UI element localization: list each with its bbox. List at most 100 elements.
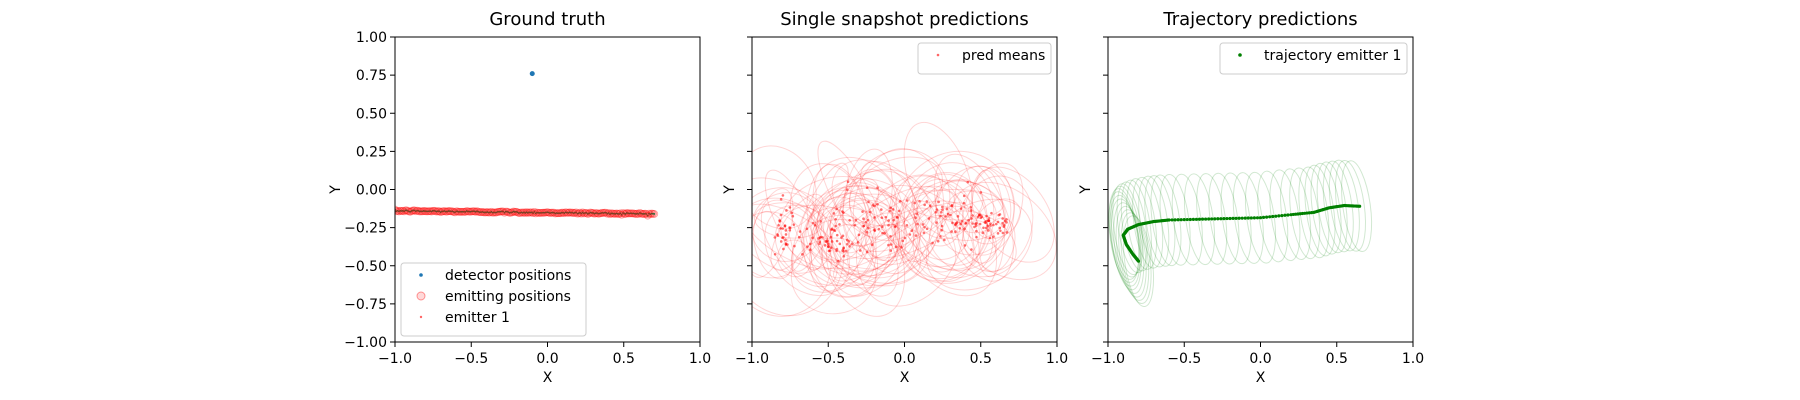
y-axis-label: Y bbox=[328, 185, 344, 195]
pred-mean-point bbox=[923, 203, 926, 207]
plot-area bbox=[752, 121, 1057, 317]
pred-mean-point bbox=[982, 226, 985, 230]
pred-mean-point bbox=[970, 248, 973, 251]
pred-mean-point bbox=[959, 222, 963, 226]
trajectory-point bbox=[1237, 216, 1241, 220]
pred-mean-point bbox=[779, 213, 783, 217]
legend: detector positions emitting positions emit… bbox=[400, 262, 587, 337]
pred-mean-point bbox=[829, 246, 833, 250]
pred-mean-point bbox=[848, 218, 851, 222]
pred-mean-point bbox=[846, 180, 850, 184]
pred-mean-point bbox=[937, 200, 940, 204]
pred-ellipse bbox=[770, 193, 825, 271]
pred-ellipse bbox=[961, 162, 1024, 256]
trajectory-point bbox=[1277, 214, 1281, 218]
pred-mean-point bbox=[914, 234, 918, 237]
emitter-point bbox=[607, 212, 610, 214]
emitter-point bbox=[584, 211, 587, 214]
x-axis-label: X bbox=[1256, 370, 1266, 386]
pred-mean-point bbox=[842, 254, 846, 258]
emitter-point bbox=[553, 211, 555, 214]
pred-mean-point bbox=[805, 227, 809, 231]
pred-mean-point bbox=[817, 237, 820, 240]
pred-mean-point bbox=[954, 223, 957, 227]
pred-ellipse bbox=[821, 197, 876, 279]
pred-mean-point bbox=[954, 230, 957, 233]
emitter-point bbox=[517, 212, 520, 214]
pred-mean-point bbox=[865, 250, 869, 254]
trajectory-point bbox=[1286, 213, 1290, 217]
pred-mean-point bbox=[829, 235, 833, 239]
pred-mean-point bbox=[922, 231, 926, 235]
x-tick-label: −1.0 bbox=[735, 351, 769, 367]
pred-mean-point bbox=[785, 209, 788, 212]
pred-ellipse bbox=[951, 181, 1057, 281]
pred-ellipse bbox=[903, 121, 973, 234]
pred-mean-point bbox=[841, 234, 845, 238]
emitter-point bbox=[550, 211, 553, 214]
pred-mean-point bbox=[941, 205, 944, 209]
pred-mean-point bbox=[784, 238, 787, 242]
emitter-point bbox=[542, 211, 545, 214]
detector-point bbox=[529, 71, 535, 77]
pred-ellipse bbox=[916, 179, 1006, 241]
x-tick-label: 0.5 bbox=[1326, 351, 1348, 367]
pred-ellipse bbox=[848, 156, 944, 227]
legend-label: pred means bbox=[962, 48, 1045, 64]
pred-ellipse bbox=[752, 211, 805, 279]
pred-mean-point bbox=[797, 235, 801, 239]
trajectory-point bbox=[1213, 217, 1217, 221]
trajectory-point bbox=[1268, 215, 1272, 219]
pred-mean-point bbox=[940, 210, 943, 214]
pred-mean-point bbox=[975, 229, 978, 233]
pred-mean-point bbox=[989, 224, 992, 227]
emitter-point bbox=[541, 211, 544, 214]
pred-mean-point bbox=[969, 205, 973, 209]
emitter-point bbox=[620, 213, 623, 216]
pred-mean-point bbox=[838, 242, 842, 246]
pred-ellipse bbox=[954, 165, 1012, 245]
pred-ellipse bbox=[962, 220, 997, 264]
pred-mean-point bbox=[916, 222, 919, 226]
pred-mean-point bbox=[813, 223, 817, 227]
pred-mean-point bbox=[978, 222, 982, 226]
emitter-point bbox=[646, 214, 649, 217]
emitter-point bbox=[516, 211, 519, 214]
pred-ellipse bbox=[801, 192, 900, 287]
pred-mean-point bbox=[873, 216, 876, 219]
emitter-point bbox=[424, 210, 426, 213]
pred-ellipse bbox=[816, 189, 906, 317]
pred-ellipse bbox=[774, 204, 874, 286]
pred-mean-point bbox=[833, 229, 837, 233]
emitter-point bbox=[653, 213, 656, 215]
pred-mean-point bbox=[819, 220, 822, 223]
trajectory-point bbox=[1271, 214, 1275, 219]
pred-ellipse bbox=[807, 206, 922, 284]
pred-mean-point bbox=[777, 224, 780, 227]
pred-mean-point bbox=[925, 200, 929, 203]
pred-ellipse bbox=[752, 177, 833, 274]
trajectory-point bbox=[1170, 218, 1174, 222]
pred-mean-point bbox=[893, 225, 897, 229]
y-tick-label: 0.00 bbox=[356, 183, 387, 199]
pred-mean-point bbox=[861, 210, 864, 213]
emitter-point bbox=[585, 212, 588, 214]
y-tick-label: −0.75 bbox=[344, 297, 387, 313]
pred-mean-point bbox=[788, 226, 791, 229]
y-tick-label: 1.00 bbox=[356, 30, 387, 46]
emitter-point bbox=[624, 213, 627, 215]
axes-frame bbox=[1107, 36, 1414, 343]
pred-mean-point bbox=[854, 218, 858, 222]
pred-ellipse bbox=[826, 168, 933, 287]
emitter-point bbox=[569, 211, 572, 214]
pred-mean-point bbox=[1001, 221, 1004, 225]
pred-ellipse bbox=[934, 178, 984, 224]
pred-mean-point bbox=[1005, 231, 1009, 234]
emitter-point bbox=[538, 211, 541, 214]
pred-mean-point bbox=[830, 227, 834, 231]
chart-title: Trajectory predictions bbox=[1162, 9, 1357, 30]
emitter-point bbox=[605, 211, 607, 214]
trajectory-ellipse bbox=[1110, 198, 1142, 291]
pred-mean-point bbox=[862, 224, 866, 228]
